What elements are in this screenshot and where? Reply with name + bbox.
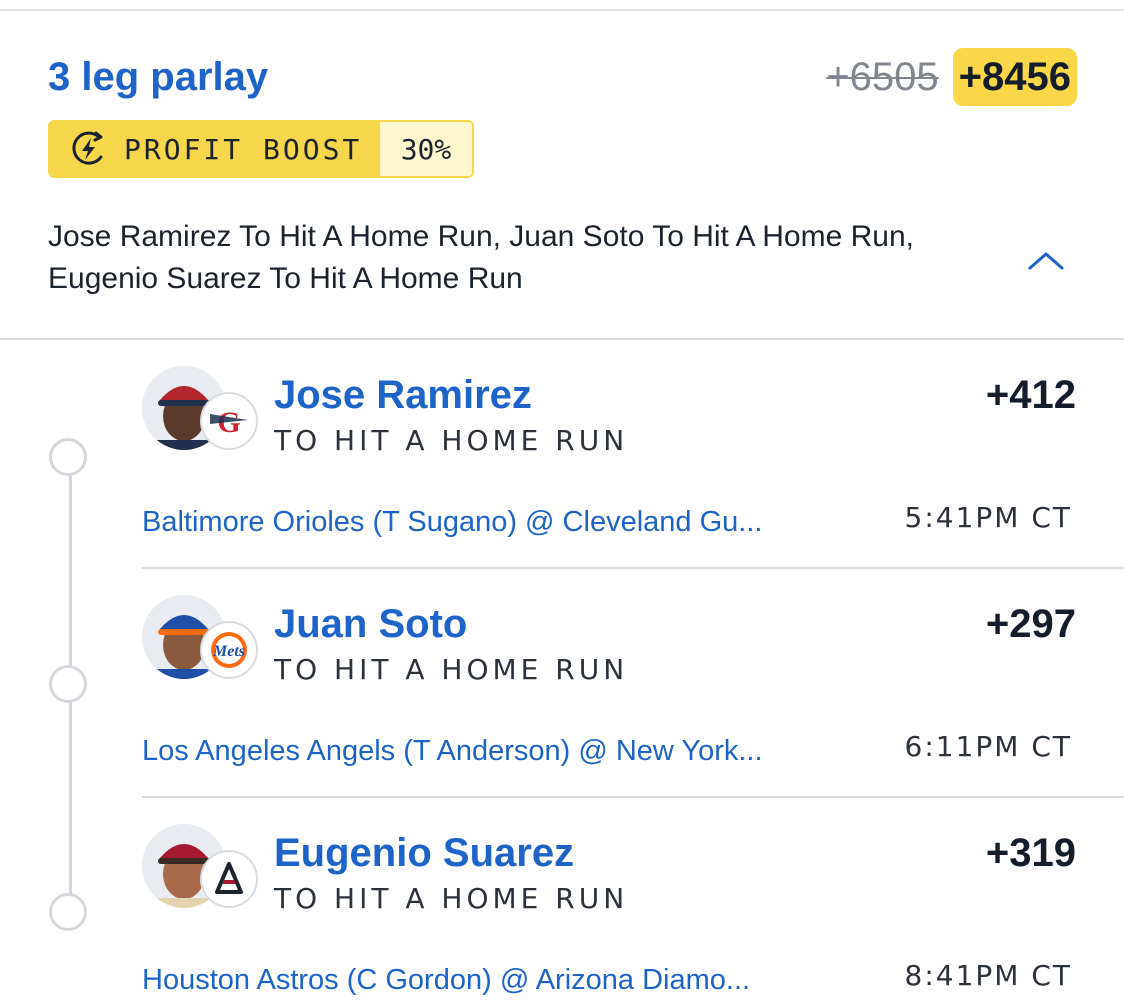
parlay-odds: +6505 +8456 — [826, 48, 1077, 106]
profit-boost-main: PROFIT BOOST — [50, 122, 380, 176]
market-label: TO HIT A HOME RUN — [274, 882, 629, 915]
profit-boost-badge: PROFIT BOOST 30% — [48, 120, 474, 178]
section-divider — [0, 338, 1124, 340]
player-name[interactable]: Jose Ramirez — [274, 373, 532, 417]
game-time: 8:41PM CT — [904, 959, 1072, 992]
leg-odds: +412 — [985, 373, 1076, 417]
game-time: 5:41PM CT — [904, 501, 1072, 534]
profit-boost-label: PROFIT BOOST — [124, 132, 363, 166]
player-name[interactable]: Juan Soto — [274, 602, 468, 646]
svg-text:G: G — [217, 406, 240, 439]
new-york-mets-logo-icon: Mets — [200, 621, 258, 679]
boosted-odds: +8456 — [952, 48, 1077, 106]
timeline-node — [49, 438, 87, 476]
cleveland-guardians-logo-icon: G — [200, 392, 258, 450]
svg-text:Mets: Mets — [212, 643, 245, 660]
player-name[interactable]: Eugenio Suarez — [274, 831, 575, 875]
leg-odds: +319 — [985, 831, 1076, 875]
boost-percent: 30% — [380, 122, 472, 176]
arizona-diamondbacks-logo-icon — [200, 850, 258, 908]
leg-divider — [142, 796, 1124, 798]
timeline-node — [49, 893, 87, 931]
player-avatar-group — [142, 824, 260, 914]
market-label: TO HIT A HOME RUN — [274, 653, 629, 686]
parlay-summary: Jose Ramirez To Hit A Home Run, Juan Sot… — [48, 220, 914, 295]
game-link[interactable]: Los Angeles Angels (T Anderson) @ New Yo… — [142, 735, 763, 767]
chevron-up-icon[interactable] — [1024, 244, 1068, 274]
original-odds: +6505 — [826, 55, 939, 99]
timeline-node — [49, 665, 87, 703]
market-label: TO HIT A HOME RUN — [274, 424, 629, 457]
player-avatar-group: G — [142, 366, 260, 456]
player-avatar-group: Mets — [142, 595, 260, 685]
game-link[interactable]: Houston Astros (C Gordon) @ Arizona Diam… — [142, 964, 751, 996]
lightning-boost-icon — [72, 131, 103, 165]
leg-odds: +297 — [985, 602, 1076, 646]
game-time: 6:11PM CT — [904, 730, 1072, 763]
parlay-title[interactable]: 3 leg parlay — [48, 55, 269, 99]
game-link[interactable]: Baltimore Orioles (T Sugano) @ Cleveland… — [142, 506, 763, 538]
top-divider — [0, 9, 1124, 11]
leg-divider — [142, 567, 1124, 569]
